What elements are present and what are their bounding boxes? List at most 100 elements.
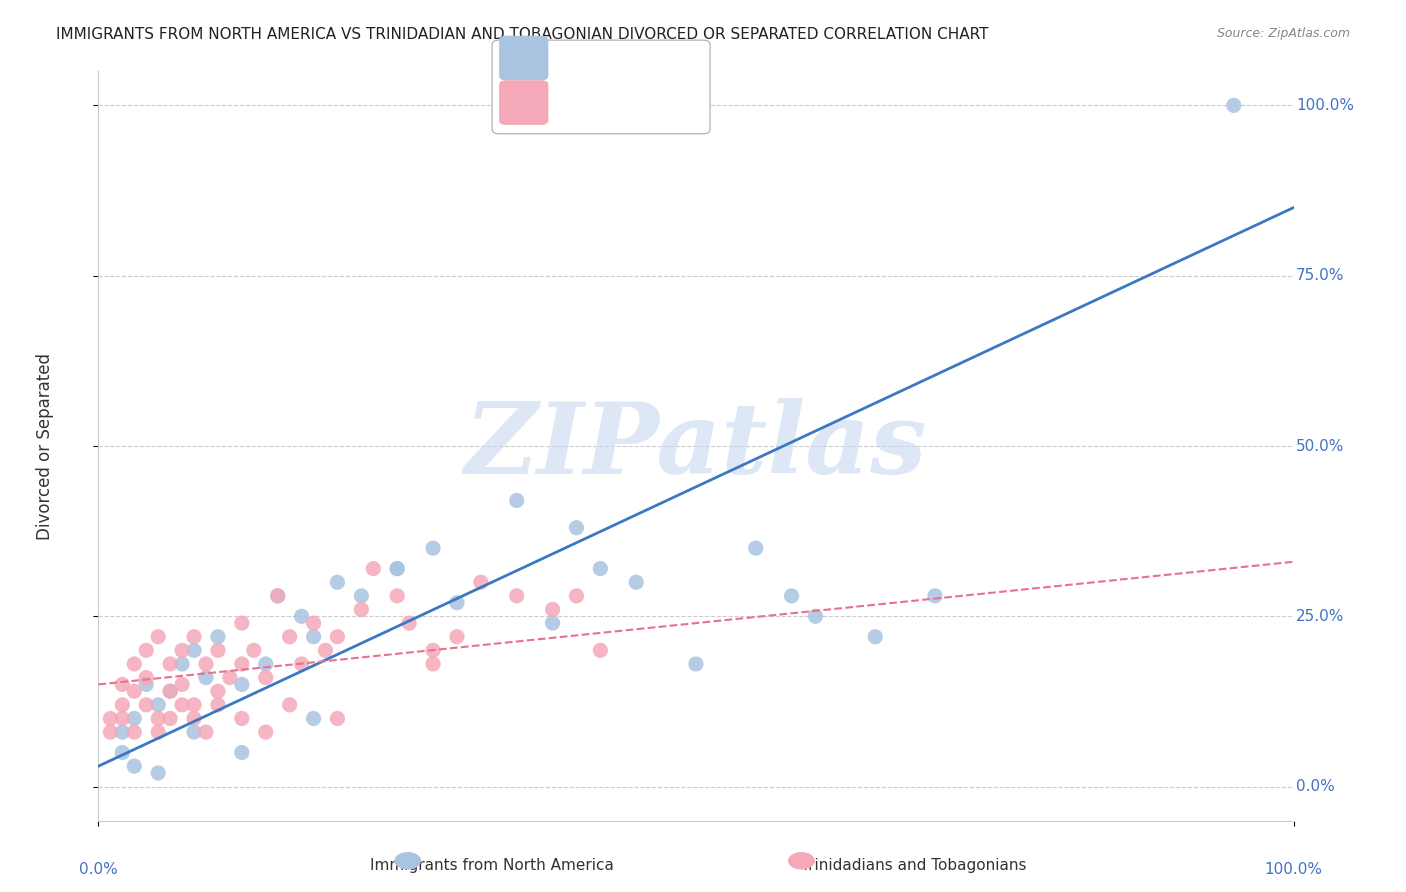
Point bbox=[865, 630, 887, 644]
Point bbox=[124, 684, 146, 698]
Point bbox=[422, 657, 444, 671]
Point bbox=[98, 711, 122, 725]
Point bbox=[183, 698, 205, 712]
Point bbox=[111, 698, 134, 712]
Point bbox=[159, 684, 181, 698]
Point bbox=[159, 657, 181, 671]
Point bbox=[685, 657, 707, 671]
Point bbox=[385, 589, 409, 603]
Point bbox=[315, 643, 337, 657]
Point bbox=[565, 589, 588, 603]
Point bbox=[172, 698, 194, 712]
Point bbox=[541, 616, 564, 631]
Point bbox=[302, 616, 325, 631]
Point bbox=[124, 711, 146, 725]
Point bbox=[159, 684, 181, 698]
Point bbox=[148, 725, 170, 739]
Point bbox=[589, 561, 612, 575]
Point bbox=[254, 725, 277, 739]
Point bbox=[207, 684, 229, 698]
Point bbox=[267, 589, 290, 603]
Text: ZIPatlas: ZIPatlas bbox=[465, 398, 927, 494]
Point bbox=[745, 541, 768, 556]
Text: R = 0.348: R = 0.348 bbox=[548, 94, 631, 112]
Text: 0.0%: 0.0% bbox=[1296, 779, 1334, 794]
Text: 25.0%: 25.0% bbox=[1296, 609, 1344, 624]
Text: 0.0%: 0.0% bbox=[79, 862, 118, 877]
Point bbox=[924, 589, 946, 603]
Point bbox=[124, 725, 146, 739]
Point bbox=[207, 630, 229, 644]
Point bbox=[207, 698, 229, 712]
Point bbox=[111, 746, 134, 760]
Point bbox=[231, 746, 253, 760]
Point bbox=[207, 643, 229, 657]
Point bbox=[172, 657, 194, 671]
Point bbox=[148, 630, 170, 644]
Point bbox=[626, 575, 648, 590]
Point bbox=[148, 766, 170, 780]
Point bbox=[278, 630, 301, 644]
Point bbox=[98, 725, 122, 739]
Point bbox=[148, 711, 170, 725]
Point bbox=[111, 725, 134, 739]
Text: 50.0%: 50.0% bbox=[1296, 439, 1344, 453]
Point bbox=[159, 711, 181, 725]
Point bbox=[1223, 98, 1246, 112]
Text: N = 55: N = 55 bbox=[633, 94, 690, 112]
Point bbox=[124, 657, 146, 671]
Text: Divorced or Separated: Divorced or Separated bbox=[35, 352, 53, 540]
Point bbox=[506, 589, 529, 603]
Point bbox=[385, 561, 409, 575]
Point bbox=[804, 609, 827, 624]
Point bbox=[231, 677, 253, 691]
Point bbox=[565, 521, 588, 535]
Point bbox=[363, 561, 385, 575]
Text: Trinidadians and Tobagonians: Trinidadians and Tobagonians bbox=[801, 858, 1026, 872]
Point bbox=[422, 643, 444, 657]
Point bbox=[243, 643, 266, 657]
Point bbox=[254, 657, 277, 671]
Point bbox=[506, 493, 529, 508]
Point bbox=[350, 602, 373, 616]
Point bbox=[195, 657, 218, 671]
Point bbox=[326, 711, 349, 725]
Text: N = 38: N = 38 bbox=[633, 49, 690, 67]
Point bbox=[135, 698, 157, 712]
Point bbox=[183, 643, 205, 657]
Point bbox=[195, 725, 218, 739]
Text: IMMIGRANTS FROM NORTH AMERICA VS TRINIDADIAN AND TOBAGONIAN DIVORCED OR SEPARATE: IMMIGRANTS FROM NORTH AMERICA VS TRINIDA… bbox=[56, 27, 988, 42]
Point bbox=[422, 541, 444, 556]
Point bbox=[172, 677, 194, 691]
Point bbox=[135, 671, 157, 685]
Point bbox=[219, 671, 242, 685]
Point bbox=[231, 711, 253, 725]
Point bbox=[470, 575, 492, 590]
Point bbox=[124, 759, 146, 773]
Point bbox=[589, 643, 612, 657]
Text: R = 0.846: R = 0.846 bbox=[548, 49, 631, 67]
Point bbox=[446, 596, 468, 610]
Point bbox=[291, 609, 314, 624]
Point bbox=[291, 657, 314, 671]
Point bbox=[135, 677, 157, 691]
Text: 75.0%: 75.0% bbox=[1296, 268, 1344, 283]
Point bbox=[231, 616, 253, 631]
Text: Source: ZipAtlas.com: Source: ZipAtlas.com bbox=[1216, 27, 1350, 40]
Point bbox=[398, 616, 420, 631]
Point bbox=[183, 711, 205, 725]
Point bbox=[231, 657, 253, 671]
Point bbox=[111, 677, 134, 691]
Point bbox=[111, 711, 134, 725]
Text: 100.0%: 100.0% bbox=[1264, 862, 1323, 877]
Point bbox=[267, 589, 290, 603]
Point bbox=[302, 711, 325, 725]
Text: Immigrants from North America: Immigrants from North America bbox=[370, 858, 614, 872]
Point bbox=[446, 630, 468, 644]
Point bbox=[385, 561, 409, 575]
Point bbox=[302, 630, 325, 644]
Point bbox=[183, 725, 205, 739]
Point bbox=[541, 602, 564, 616]
Point bbox=[326, 575, 349, 590]
Point bbox=[135, 643, 157, 657]
